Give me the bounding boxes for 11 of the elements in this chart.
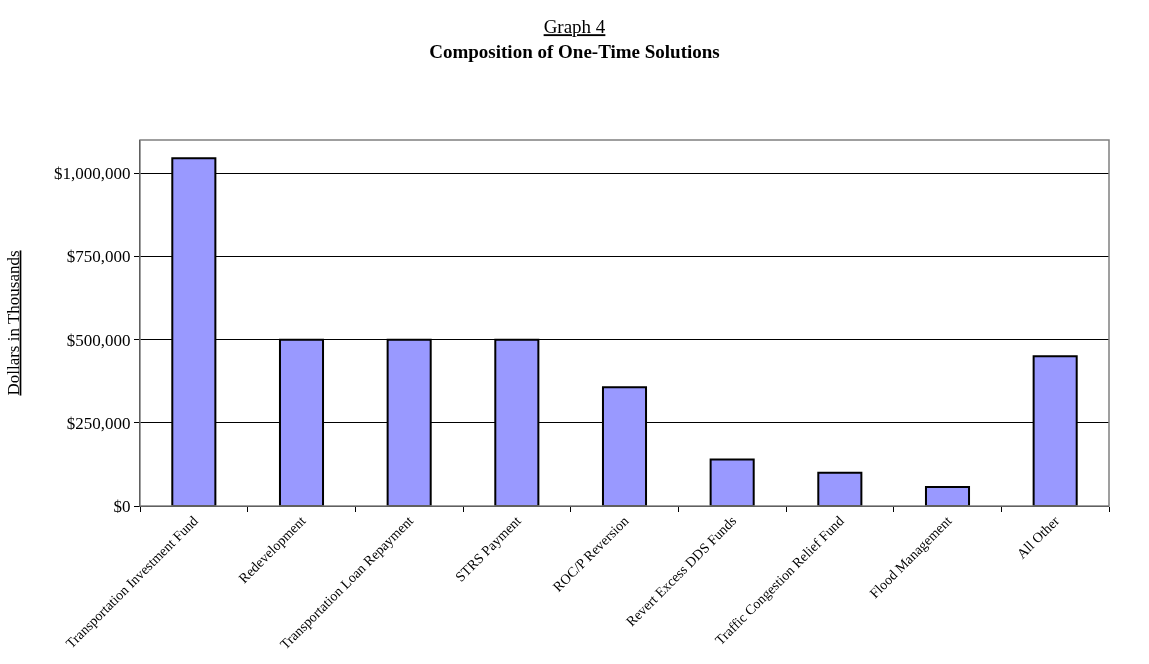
chart-title: Graph 4 <box>543 16 606 38</box>
bar <box>709 458 755 506</box>
y-tick-label: $750,000 <box>66 247 131 267</box>
y-axis-title: Dollars in Thousands <box>3 250 23 396</box>
bar <box>924 486 971 506</box>
y-tick-label: $1,000,000 <box>54 164 131 184</box>
y-tick-label: $250,000 <box>66 413 131 433</box>
bar <box>817 471 863 506</box>
y-tick-label: $0 <box>113 496 131 516</box>
y-tick-label: $500,000 <box>66 330 131 350</box>
chart-subtitle: Composition of One-Time Solutions <box>429 40 720 62</box>
